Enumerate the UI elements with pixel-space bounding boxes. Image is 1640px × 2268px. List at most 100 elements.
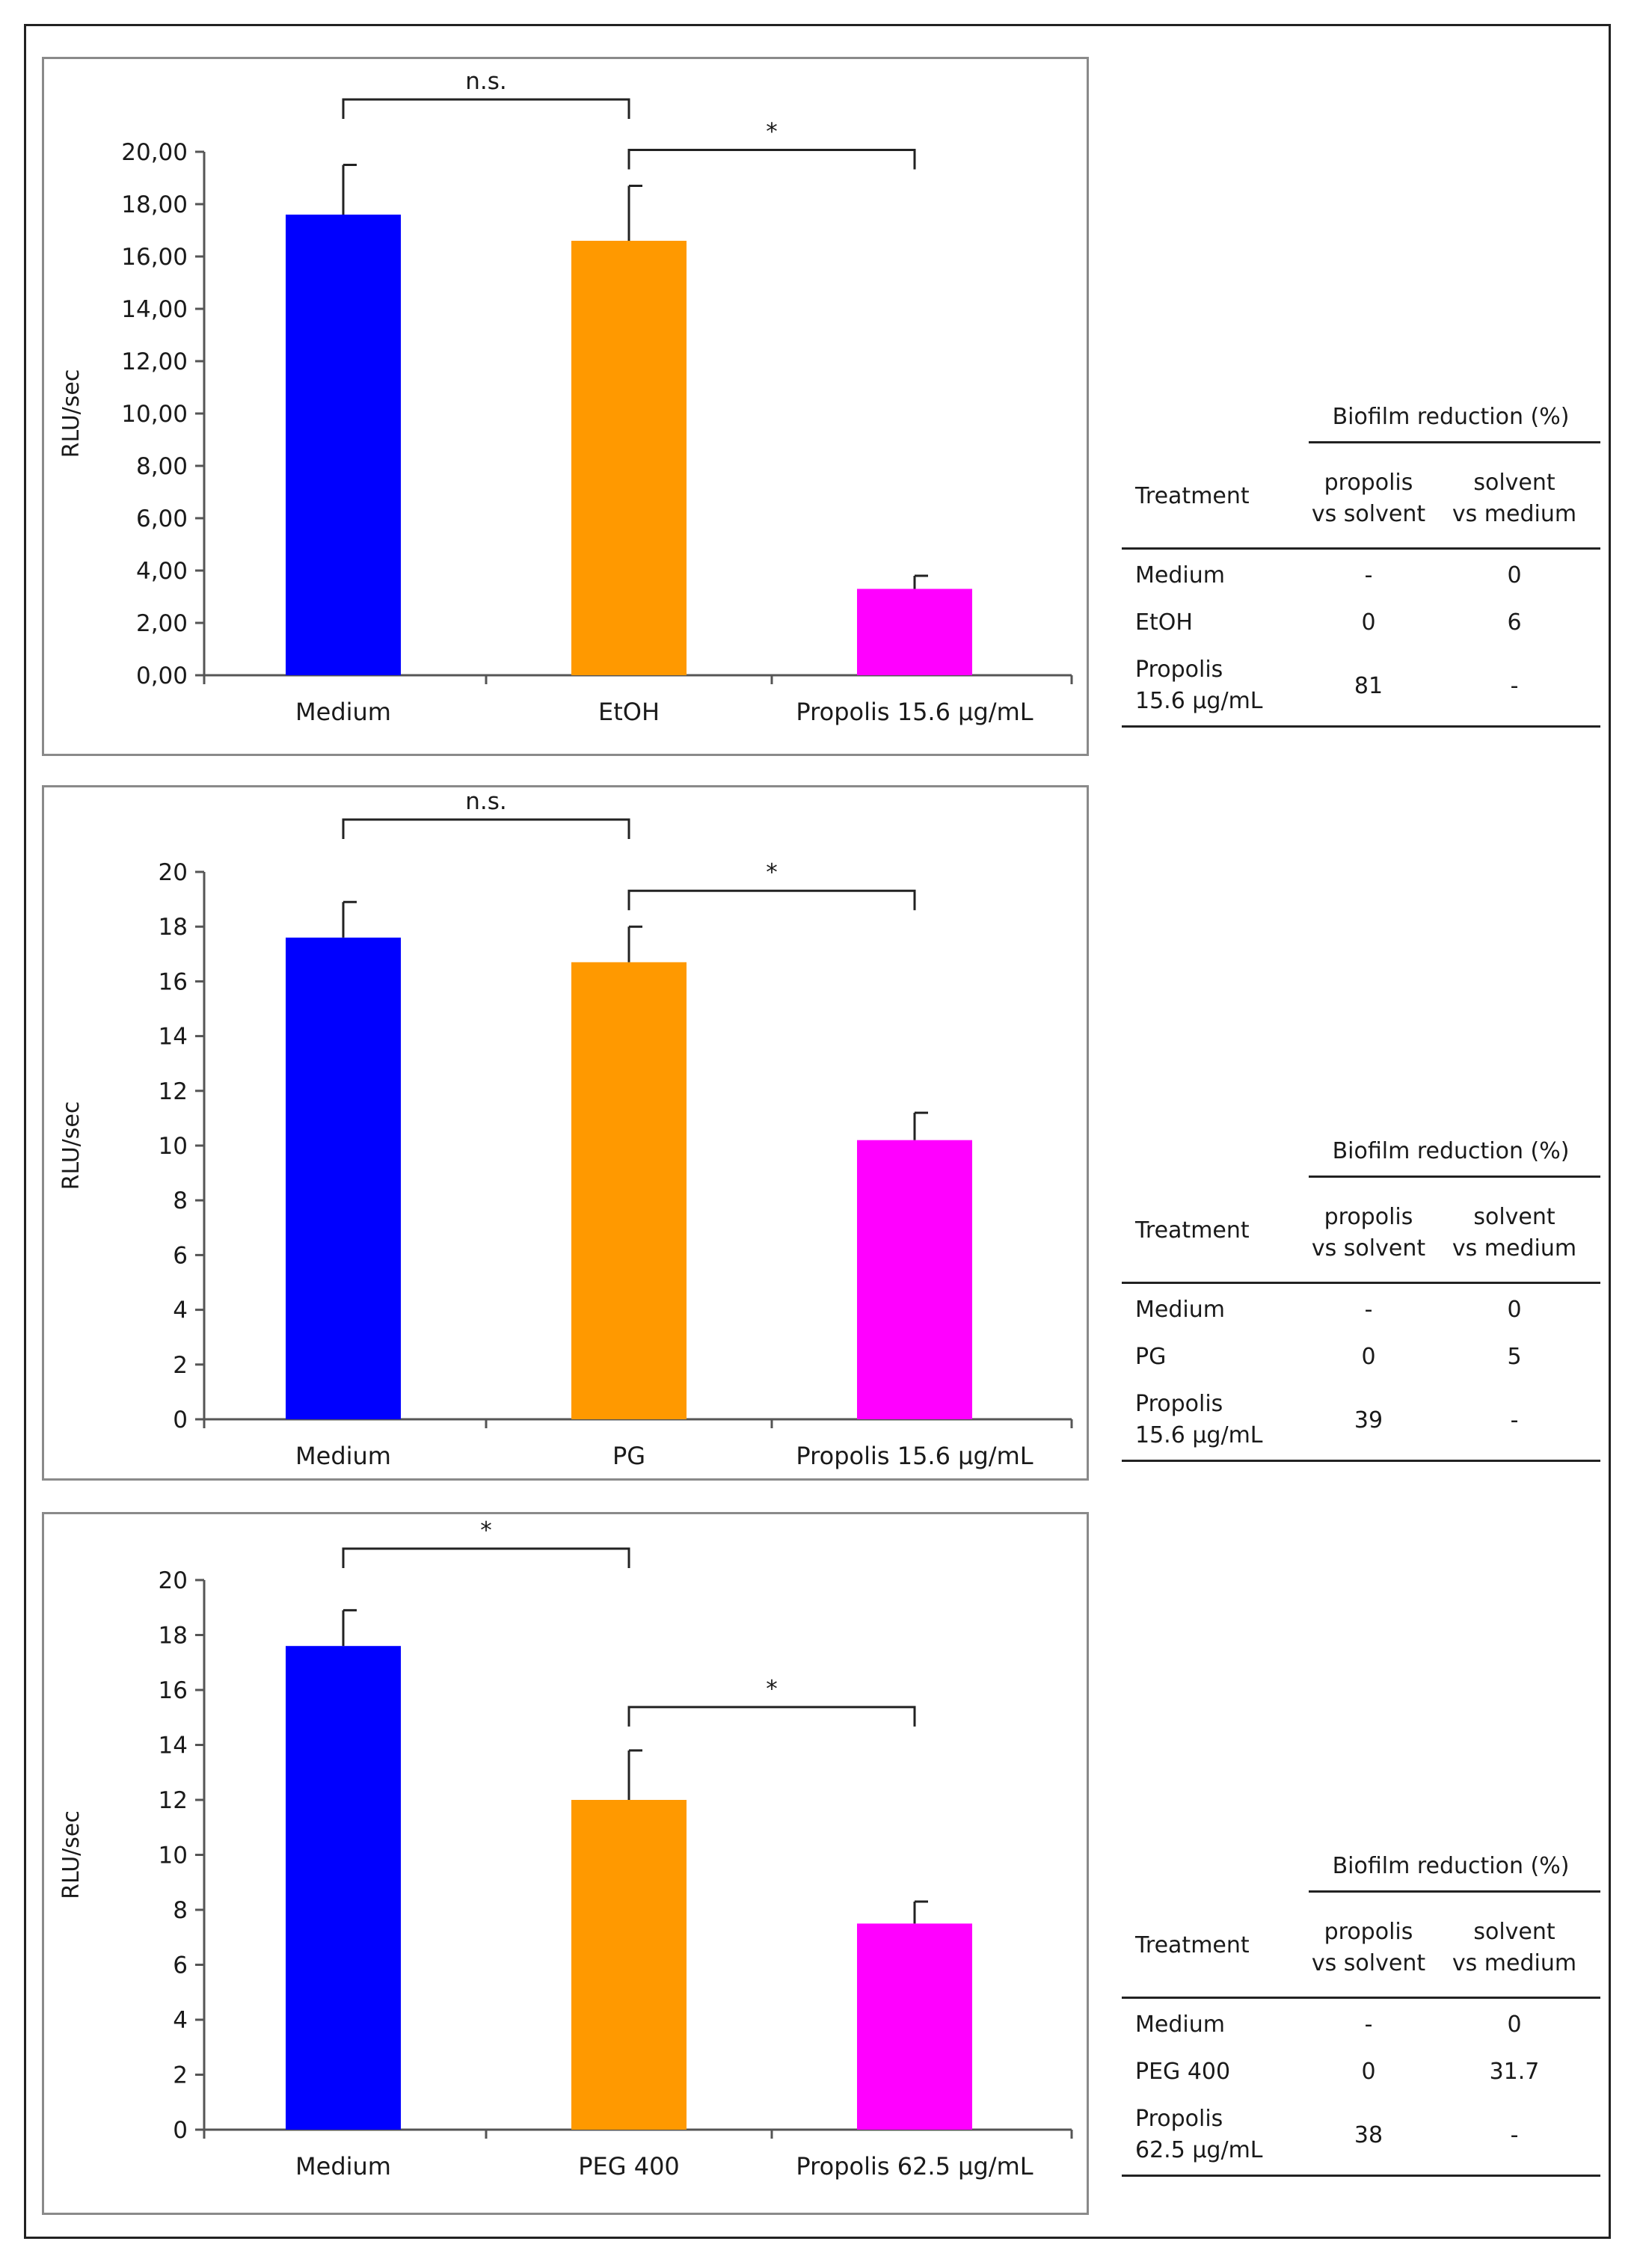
significance-bracket xyxy=(627,889,916,911)
y-tick-label: 18 xyxy=(159,914,188,941)
y-axis-label: RLU/sec xyxy=(58,1101,85,1190)
table-header-col2: vs medium xyxy=(1452,1235,1577,1261)
y-tick-label: 0 xyxy=(173,1407,188,1433)
table-cell: 0 xyxy=(1507,2012,1522,2038)
bar xyxy=(286,937,401,1419)
table-row-label: Medium xyxy=(1135,1297,1225,1323)
category-label: Medium xyxy=(295,1442,391,1470)
table-group-header: Biofilm reduction (%) xyxy=(1332,404,1570,430)
table-cell: 31.7 xyxy=(1489,2059,1540,2085)
chart-panel: 0 2 4 6 8 10 12 14 16 18 20 RLU/sec Medium PEG 400 Pro… xyxy=(42,1512,1089,2215)
table-cell: 6 xyxy=(1507,609,1522,636)
table-group-header: Biofilm reduction (%) xyxy=(1332,1138,1570,1164)
bar xyxy=(857,1923,972,2130)
table-bottom-rule xyxy=(1122,725,1600,728)
table-cell: - xyxy=(1364,1297,1373,1323)
y-tick-label: 16,00 xyxy=(121,244,188,271)
table-bottom-rule xyxy=(1122,2175,1600,2177)
y-tick-label: 2 xyxy=(173,2062,188,2089)
category-label: PEG 400 xyxy=(578,2152,680,2181)
table-header-col2: vs medium xyxy=(1452,1950,1577,1976)
bar xyxy=(571,241,687,675)
significance-label: n.s. xyxy=(465,68,507,95)
y-tick-label: 2 xyxy=(173,1352,188,1379)
significance-label: * xyxy=(766,1676,778,1703)
table-bottom-rule xyxy=(1122,1460,1600,1462)
category-label: Medium xyxy=(295,698,391,726)
table-header-col2: vs medium xyxy=(1452,501,1577,527)
table-cell: 81 xyxy=(1354,673,1383,699)
y-tick-label: 6,00 xyxy=(136,505,188,532)
significance-bracket xyxy=(627,149,916,170)
table-cell: 38 xyxy=(1354,2122,1383,2148)
table-cell: 0 xyxy=(1361,1344,1376,1370)
table-cell: 0 xyxy=(1507,562,1522,588)
category-label: EtOH xyxy=(598,698,660,726)
y-tick-label: 12 xyxy=(159,1078,188,1105)
table-header-rule xyxy=(1309,1176,1600,1178)
y-axis-label: RLU/sec xyxy=(58,369,85,458)
table-header-col1: propolis xyxy=(1324,470,1413,496)
table-header-rule xyxy=(1309,441,1600,443)
y-axis-label: RLU/sec xyxy=(58,1810,85,1899)
y-tick-label: 10 xyxy=(159,1133,188,1160)
table-group-header: Biofilm reduction (%) xyxy=(1332,1853,1570,1879)
y-tick-label: 8 xyxy=(173,1897,188,1924)
biofilm-reduction-table: Biofilm reduction (%) Treatment propolis vs… xyxy=(1122,1138,1600,1482)
bar xyxy=(857,1140,972,1419)
bar xyxy=(571,1800,687,2130)
table-mid-rule xyxy=(1122,1997,1600,1999)
y-tick-label: 8 xyxy=(173,1187,188,1214)
biofilm-reduction-table: Biofilm reduction (%) Treatment propolis vs… xyxy=(1122,404,1600,748)
table-cell: - xyxy=(1364,2012,1373,2038)
category-label: Medium xyxy=(295,2152,391,2181)
y-tick-label: 6 xyxy=(173,1242,188,1269)
table-row-label: 15.6 µg/mL xyxy=(1135,1422,1263,1448)
table-row-label: Propolis xyxy=(1135,1391,1223,1417)
table-header-col2: solvent xyxy=(1473,1919,1555,1945)
y-tick-label: 14 xyxy=(159,1733,188,1760)
y-tick-label: 12 xyxy=(159,1787,188,1814)
table-row-label: 62.5 µg/mL xyxy=(1135,2137,1263,2163)
category-label: Propolis 15.6 µg/mL xyxy=(796,698,1033,726)
table-header-col1: vs solvent xyxy=(1311,501,1426,527)
significance-label: n.s. xyxy=(465,788,507,815)
table-cell: 0 xyxy=(1361,2059,1376,2085)
table-cell: 5 xyxy=(1507,1344,1522,1370)
y-tick-label: 14 xyxy=(159,1024,188,1051)
table-cell: - xyxy=(1364,562,1373,588)
y-tick-label: 4,00 xyxy=(136,558,188,585)
y-tick-label: 16 xyxy=(159,1677,188,1704)
table-header-col1: propolis xyxy=(1324,1204,1413,1230)
significance-bracket xyxy=(342,98,630,119)
y-tick-label: 8,00 xyxy=(136,453,188,480)
table-cell: 39 xyxy=(1354,1407,1383,1433)
figure-frame xyxy=(24,24,1611,2239)
bar xyxy=(286,1646,401,2130)
table-mid-rule xyxy=(1122,1282,1600,1284)
y-tick-label: 14,00 xyxy=(121,296,188,323)
y-tick-label: 20,00 xyxy=(121,139,188,166)
table-row-label: Propolis xyxy=(1135,657,1223,683)
y-tick-label: 10 xyxy=(159,1843,188,1869)
bar xyxy=(857,588,972,675)
category-label: Propolis 62.5 µg/mL xyxy=(796,2152,1033,2181)
y-tick-label: 20 xyxy=(159,859,188,886)
y-tick-label: 16 xyxy=(159,968,188,995)
table-row-label: EtOH xyxy=(1135,609,1193,636)
significance-bracket xyxy=(342,818,630,839)
table-header-col2: solvent xyxy=(1473,470,1555,496)
table-header-treatment: Treatment xyxy=(1135,1217,1250,1244)
chart-panel: 0,00 2,00 4,00 6,00 8,00 10,00 12,00 14,00 16,00… xyxy=(42,57,1089,756)
y-tick-label: 18 xyxy=(159,1623,188,1650)
y-tick-label: 0 xyxy=(173,2117,188,2144)
y-tick-label: 12,00 xyxy=(121,348,188,375)
table-cell: - xyxy=(1510,2122,1519,2148)
y-tick-label: 4 xyxy=(173,2007,188,2034)
significance-bracket xyxy=(342,1547,630,1568)
category-label: PG xyxy=(612,1442,645,1470)
significance-label: * xyxy=(480,1517,492,1544)
biofilm-reduction-table: Biofilm reduction (%) Treatment propolis vs… xyxy=(1122,1853,1600,2197)
